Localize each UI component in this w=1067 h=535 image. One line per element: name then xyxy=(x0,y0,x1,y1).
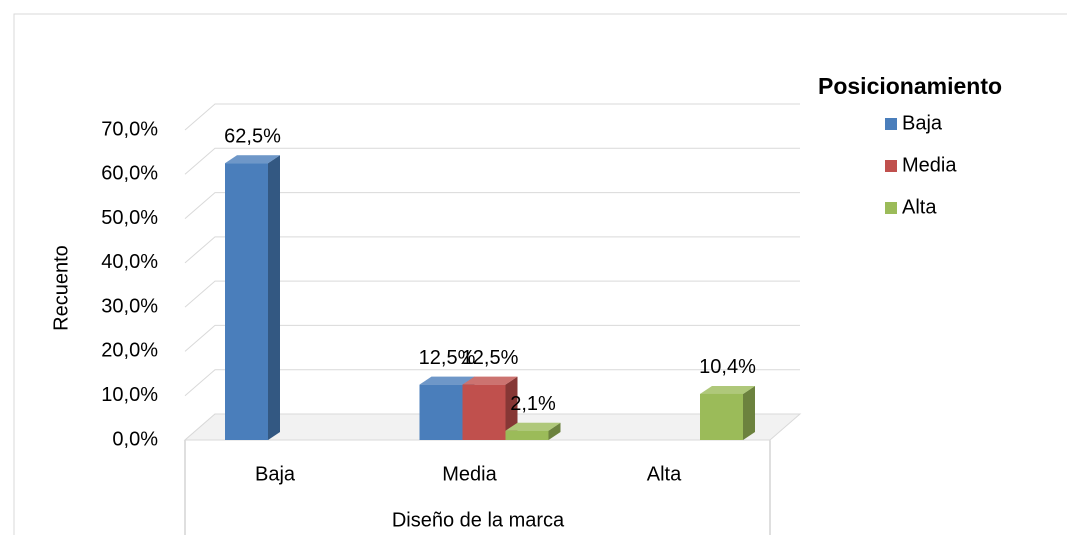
bar-top xyxy=(419,376,475,385)
legend-label: Alta xyxy=(902,196,937,218)
legend-swatch xyxy=(885,202,897,214)
bar-side xyxy=(743,385,755,440)
bar-top-shade xyxy=(225,155,280,164)
y-tick-label: 70,0% xyxy=(101,118,158,140)
grid-line xyxy=(184,369,800,397)
legend-title: Posicionamiento xyxy=(818,73,1002,99)
bar-side-shade xyxy=(743,385,755,440)
bar-top-shade xyxy=(505,422,561,431)
x-axis-title: Diseño de la marca xyxy=(392,509,565,531)
bar-side-shade xyxy=(505,376,518,440)
grid-line xyxy=(184,103,800,131)
value-label: 12,5% xyxy=(419,347,476,369)
bar xyxy=(505,430,549,440)
value-label: 12,5% xyxy=(462,347,519,369)
x-tick-label: Alta xyxy=(647,463,682,485)
bar xyxy=(225,163,268,440)
y-tick-label: 40,0% xyxy=(101,251,158,273)
grid-line xyxy=(184,324,800,352)
grid-line xyxy=(184,236,800,264)
axis-box xyxy=(184,440,771,535)
x-tick-label: Baja xyxy=(255,463,296,485)
y-tick-label: 20,0% xyxy=(101,340,158,362)
chart-border xyxy=(13,13,1067,535)
bar-side xyxy=(548,422,561,440)
y-tick-label: 30,0% xyxy=(101,295,158,317)
bar xyxy=(419,384,463,440)
value-label: 2,1% xyxy=(510,393,556,415)
y-axis-title: Recuento xyxy=(50,245,72,331)
y-tick-label: 10,0% xyxy=(101,384,158,406)
grid-line xyxy=(184,147,800,175)
bar-side-shade xyxy=(268,155,280,440)
bar xyxy=(700,393,743,440)
legend-label: Baja xyxy=(902,112,943,134)
bar-top xyxy=(505,422,561,431)
bar xyxy=(462,384,506,440)
grid-line xyxy=(184,192,800,219)
y-tick-label: 60,0% xyxy=(101,163,158,185)
bar-top-shade xyxy=(700,385,755,394)
y-tick-label: 50,0% xyxy=(101,207,158,229)
grid-line xyxy=(184,280,800,308)
bar-side-shade xyxy=(548,422,561,440)
bar-top xyxy=(700,385,755,394)
y-tick-label: 0,0% xyxy=(112,428,158,450)
value-label: 10,4% xyxy=(699,356,756,378)
bar-top xyxy=(225,155,280,164)
bar-top-shade xyxy=(419,376,475,385)
x-tick-label: Media xyxy=(442,463,497,485)
legend-swatch xyxy=(885,160,897,172)
bar-side xyxy=(505,376,518,440)
legend-label: Media xyxy=(902,154,957,176)
bar-side xyxy=(268,155,280,440)
bar-top-shade xyxy=(462,376,518,385)
legend-swatch xyxy=(885,118,897,130)
value-label: 62,5% xyxy=(224,125,281,147)
bar-top xyxy=(462,376,518,385)
